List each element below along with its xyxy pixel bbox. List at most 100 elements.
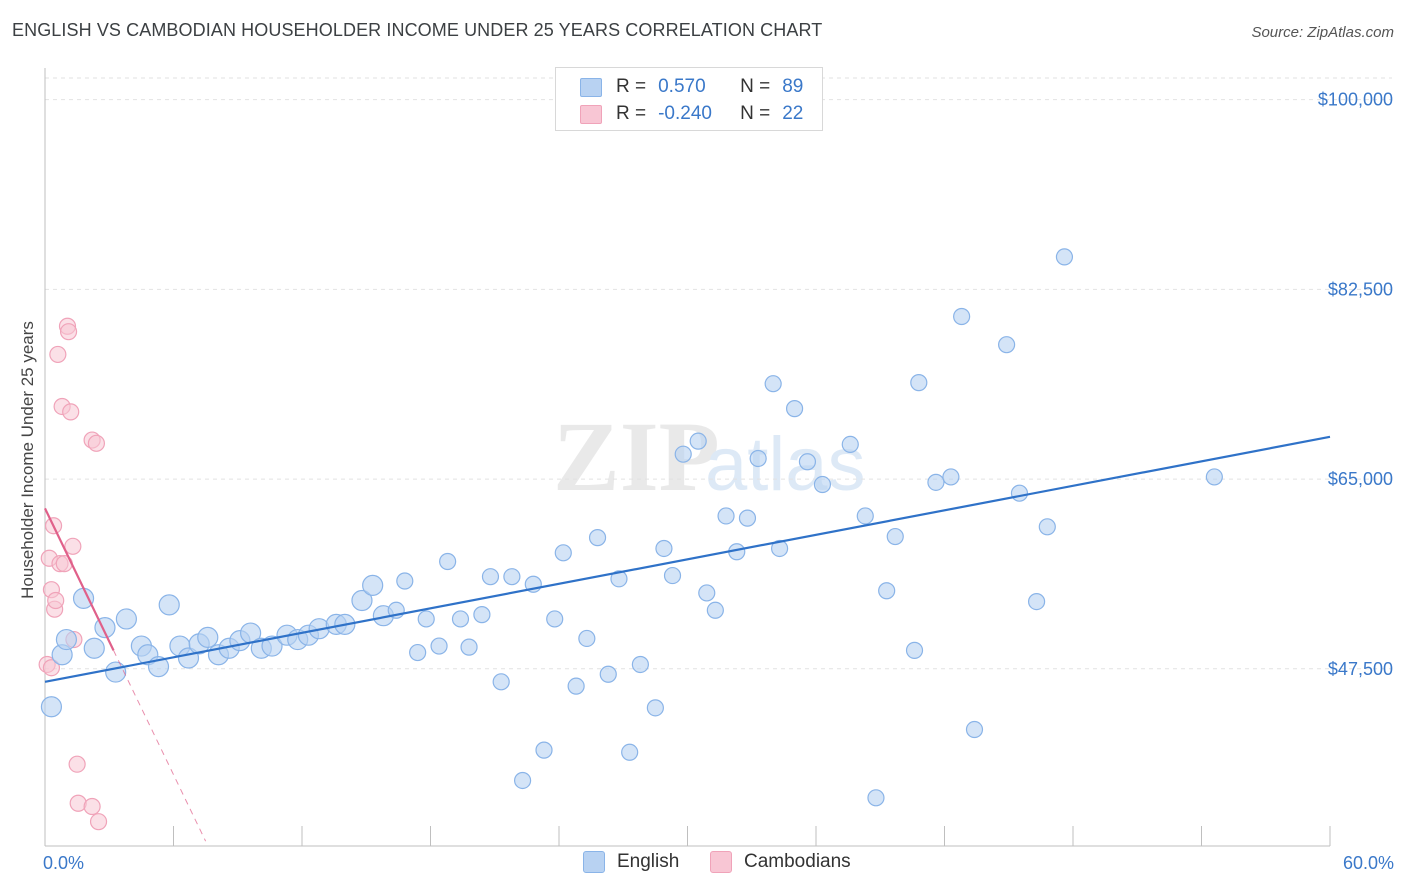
english-point <box>197 626 219 648</box>
english-point <box>689 432 707 450</box>
x-min-label: 0.0% <box>43 853 85 873</box>
cambodian-point <box>59 323 78 341</box>
english-trend-line <box>44 435 1331 683</box>
english-point <box>953 307 971 326</box>
legend-item-cambodians: Cambodians <box>710 851 851 873</box>
english-point <box>886 527 904 546</box>
english-point <box>599 665 617 683</box>
english-point <box>1027 592 1046 611</box>
english-point <box>55 628 78 651</box>
cambodian-points <box>38 317 108 831</box>
cambodian-point <box>89 813 108 831</box>
cambodian-swatch <box>710 851 732 873</box>
cambodian-point <box>47 591 65 610</box>
english-point <box>546 610 564 628</box>
english-point <box>1055 248 1074 266</box>
english-point <box>706 601 724 619</box>
english-point <box>738 509 757 527</box>
english-swatch <box>583 851 605 873</box>
english-point <box>717 507 735 525</box>
english-point <box>83 637 105 659</box>
english-point <box>351 589 373 612</box>
x-max-label: 60.0% <box>1342 853 1394 873</box>
english-point <box>535 741 553 759</box>
source-label: Source: ZipAtlas.com <box>1251 24 1394 41</box>
english-point <box>878 582 896 600</box>
chart-title: ENGLISH VS CAMBODIAN HOUSEHOLDER INCOME … <box>12 20 823 40</box>
english-point <box>503 568 521 586</box>
r-value: 0.570 <box>658 76 706 97</box>
english-point <box>610 570 628 588</box>
r-value: -0.240 <box>658 103 712 124</box>
english-point <box>663 566 682 585</box>
english-point <box>646 699 664 717</box>
y-tick-labels: $47,500 $65,000 $82,500 $100,000 <box>1318 90 1393 679</box>
svg-text:atlas: atlas <box>705 422 866 507</box>
legend-row-cambodian: R = -0.240 N = 22 <box>580 102 803 126</box>
english-point <box>764 375 782 393</box>
english-point <box>430 637 448 655</box>
english-point <box>578 629 596 648</box>
y-tick-label: $82,500 <box>1328 279 1393 299</box>
english-point <box>460 638 478 656</box>
english-point <box>492 673 510 691</box>
grid-lines <box>45 77 1392 670</box>
english-point <box>749 449 767 468</box>
english-point <box>439 552 457 571</box>
trend-lines <box>44 435 1331 842</box>
english-point <box>473 606 491 624</box>
english-point <box>910 374 928 392</box>
legend-item-english: English <box>583 851 679 873</box>
series-legend: English Cambodians <box>0 851 1406 877</box>
english-point <box>417 610 435 628</box>
english-point <box>40 696 63 718</box>
english-point <box>905 641 924 659</box>
stats-legend: R = 0.570 N = 89 R = -0.240 N = 22 <box>555 67 823 131</box>
english-point <box>1038 518 1056 536</box>
cambodian-point <box>42 659 61 677</box>
cambodian-point <box>62 403 80 421</box>
english-point <box>567 677 585 695</box>
n-label: N = <box>740 103 771 124</box>
y-axis-label: Householder Income Under 25 years <box>18 321 37 599</box>
cambodian-point <box>68 755 86 773</box>
english-swatch <box>580 77 602 97</box>
english-point <box>481 568 500 586</box>
english-point <box>867 789 885 807</box>
cambodian-point <box>87 434 106 452</box>
english-point <box>856 507 874 525</box>
cambodian-point <box>83 797 101 816</box>
english-points <box>40 248 1223 807</box>
y-tick-label: $100,000 <box>1318 90 1393 110</box>
cambodian-trend-line <box>44 507 115 651</box>
english-point <box>409 643 427 662</box>
english-point <box>785 400 804 418</box>
english-point <box>1205 468 1223 486</box>
cambodian-point <box>64 537 82 555</box>
english-point <box>513 771 532 790</box>
english-point <box>554 544 572 562</box>
english-point <box>588 529 607 547</box>
cambodian-point <box>69 794 87 812</box>
english-point <box>396 572 414 590</box>
cambodian-point <box>49 345 67 364</box>
english-point <box>621 743 639 761</box>
english-point <box>362 574 384 596</box>
legend-label-english: English <box>617 851 680 872</box>
n-label: N = <box>740 76 771 97</box>
svg-text:ZIP: ZIP <box>553 401 720 512</box>
english-point <box>813 475 832 494</box>
english-point <box>158 594 180 616</box>
r-label: R = <box>616 76 647 97</box>
zipatlas-watermark: ZIP atlas <box>553 401 866 512</box>
english-point <box>798 453 817 471</box>
english-point <box>841 435 859 454</box>
english-point <box>631 655 649 674</box>
english-point <box>942 468 960 486</box>
n-value: 22 <box>782 103 804 124</box>
y-tick-label: $65,000 <box>1328 469 1393 489</box>
cambodian-swatch <box>580 104 602 124</box>
legend-row-english: R = 0.570 N = 89 <box>580 75 803 99</box>
english-point <box>261 635 283 657</box>
